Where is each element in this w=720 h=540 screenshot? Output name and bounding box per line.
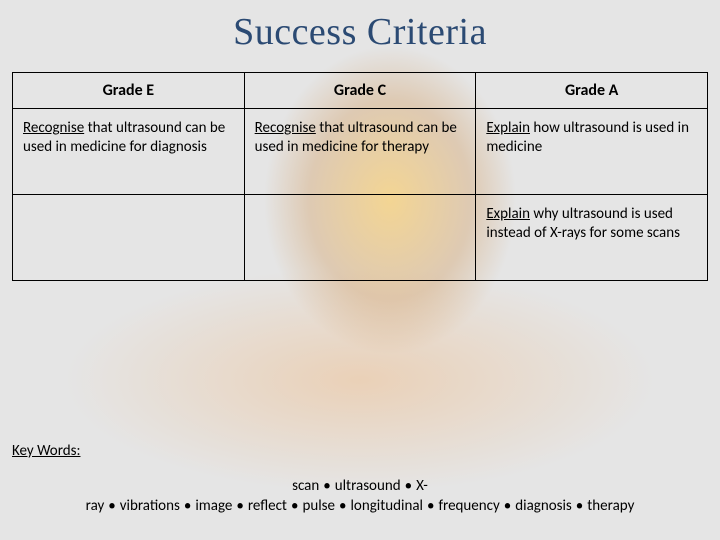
cell-e-1: Recognise that ultrasound can be used in…	[13, 109, 245, 195]
keyword: diagnosis	[515, 497, 572, 515]
keyword-sep: •	[500, 497, 515, 515]
cell-a-1: Explain how ultrasound is used in medici…	[476, 109, 708, 195]
keyword-sep: •	[572, 497, 587, 515]
table-row: Recognise that ultrasound can be used in…	[13, 109, 708, 195]
keyword: ultrasound	[335, 477, 401, 495]
col-header-grade-c: Grade C	[244, 73, 476, 109]
col-header-grade-e: Grade E	[13, 73, 245, 109]
keyword-sep: •	[423, 497, 438, 515]
keyword: pulse	[302, 497, 335, 515]
keyword: image	[195, 497, 232, 515]
table-header-row: Grade E Grade C Grade A	[13, 73, 708, 109]
keyword-sep: •	[319, 477, 334, 495]
keyword-sep: •	[335, 497, 350, 515]
keyword: longitudinal	[350, 497, 422, 515]
keyword: scan	[292, 477, 319, 495]
keywords-block: Key Words: scan•ultrasound•X-ray•vibrati…	[12, 442, 708, 517]
keywords-label-text: Key Words:	[12, 442, 80, 460]
cell-underline: Recognise	[23, 119, 84, 137]
cell-a-2: Explain why ultrasound is used instead o…	[476, 195, 708, 281]
keyword-sep: •	[401, 477, 416, 495]
criteria-table: Grade E Grade C Grade A Recognise that u…	[12, 72, 708, 281]
slide: Success Criteria Grade E Grade C Grade A…	[0, 0, 720, 540]
keyword: frequency	[438, 497, 499, 515]
cell-underline: Recognise	[255, 119, 316, 137]
keyword: reflect	[248, 497, 287, 515]
keyword: vibrations	[120, 497, 180, 515]
page-title: Success Criteria	[12, 10, 708, 54]
keyword-sep: •	[232, 497, 247, 515]
cell-underline: Explain	[486, 205, 530, 223]
cell-c-1: Recognise that ultrasound can be used in…	[244, 109, 476, 195]
keywords-line: scan•ultrasound•X-ray•vibrations•image•r…	[12, 476, 708, 517]
cell-e-2	[13, 195, 245, 281]
table-row: Explain why ultrasound is used instead o…	[13, 195, 708, 281]
cell-underline: Explain	[486, 119, 530, 137]
keyword: therapy	[587, 497, 634, 515]
keyword-sep: •	[287, 497, 302, 515]
keyword-sep: •	[104, 497, 119, 515]
keyword-sep: •	[180, 497, 195, 515]
col-header-grade-a: Grade A	[476, 73, 708, 109]
cell-c-2	[244, 195, 476, 281]
keywords-label: Key Words:	[12, 442, 708, 460]
